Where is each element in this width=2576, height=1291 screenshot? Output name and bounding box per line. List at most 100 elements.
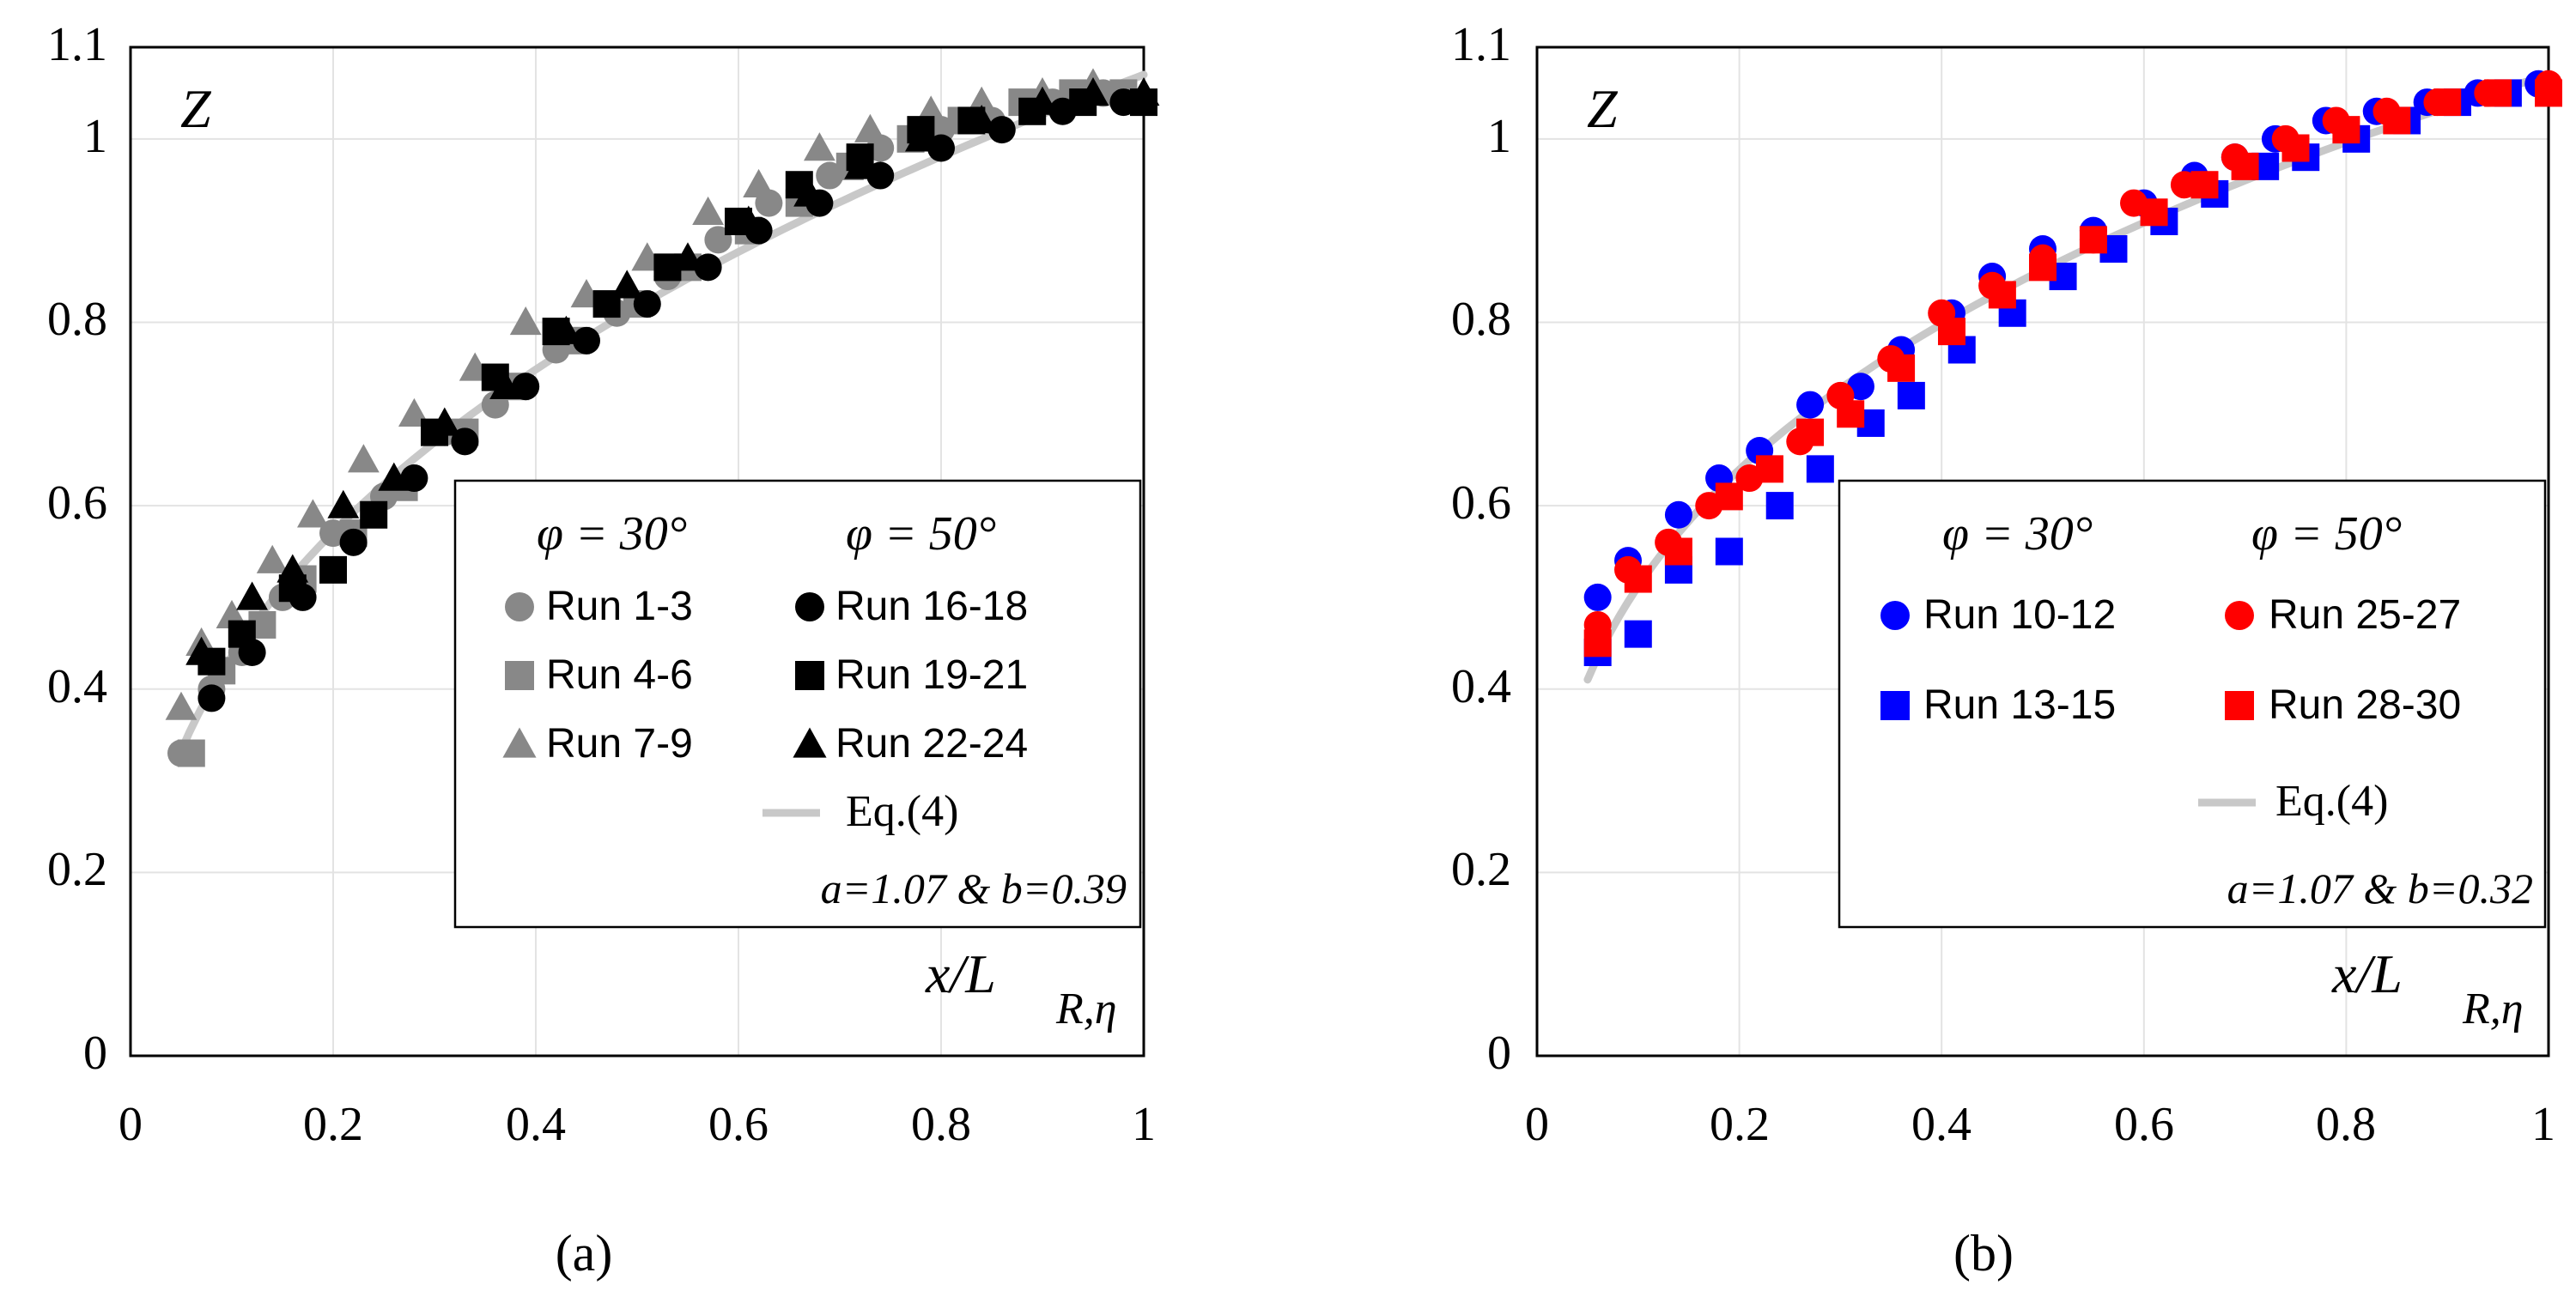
ytick-b-5: 1	[1487, 110, 1511, 163]
data-point	[2281, 134, 2310, 162]
legend-marker	[2225, 691, 2254, 720]
data-point	[694, 253, 722, 282]
data-point	[1837, 400, 1865, 428]
legend-fit-label-a: Eq.(4)	[846, 787, 958, 836]
data-point	[793, 178, 825, 207]
legend-header-a-30: φ = 30°	[537, 507, 687, 561]
data-point	[1796, 418, 1825, 446]
legend-label-run-28-30: Run 28-30	[2269, 682, 2461, 728]
data-point	[348, 444, 380, 473]
legend-header-a-50: φ = 50°	[846, 507, 996, 561]
data-point	[1796, 391, 1825, 419]
data-point	[692, 196, 724, 225]
xtick-a-3: 0.6	[708, 1098, 769, 1151]
xtick-a-5: 1	[1132, 1098, 1156, 1151]
data-point	[319, 555, 347, 584]
ylabel-a: Z	[180, 78, 212, 139]
ytick-b-4: 0.8	[1451, 293, 1511, 346]
data-point	[1664, 537, 1692, 566]
data-point	[905, 123, 937, 152]
data-point	[297, 499, 329, 528]
xtick-b-5: 1	[2531, 1098, 2555, 1151]
data-point	[2332, 116, 2360, 144]
data-point	[2029, 253, 2057, 282]
xtick-b-0: 0	[1525, 1098, 1549, 1151]
data-point	[1026, 86, 1059, 115]
legend-marker	[505, 661, 534, 690]
legend-box-b	[1838, 479, 2547, 929]
data-point	[1765, 492, 1794, 520]
legend-label-run-16-18: Run 16-18	[835, 584, 1028, 629]
data-point	[165, 691, 197, 720]
legend-marker	[505, 592, 534, 621]
data-point	[743, 168, 775, 197]
xtick-b-2: 0.4	[1911, 1098, 1971, 1151]
data-point	[844, 150, 876, 179]
ytick-a-6: 1.1	[47, 18, 107, 71]
legend-header-b-30: φ = 30°	[1942, 507, 2093, 561]
xlabel-a-sub: R,η	[1055, 985, 1117, 1033]
legend-marker	[1880, 601, 1910, 630]
data-point	[611, 270, 643, 299]
data-point	[671, 242, 704, 271]
data-point	[2484, 79, 2512, 107]
ytick-b-0: 0	[1487, 1027, 1511, 1080]
data-point	[1583, 583, 1612, 611]
legend-box-a	[453, 479, 1142, 929]
legend-marker	[1880, 691, 1910, 720]
plot-frame-a	[129, 45, 1145, 1058]
legend-label-run-10-12: Run 10-12	[1923, 592, 2116, 638]
data-point	[2079, 226, 2107, 254]
data-point	[804, 132, 835, 161]
data-point	[1583, 629, 1612, 658]
data-point	[256, 544, 289, 573]
data-point	[378, 462, 410, 491]
data-point	[185, 636, 217, 665]
data-point	[1127, 77, 1160, 106]
ytick-b-1: 0.2	[1451, 843, 1511, 896]
data-point	[400, 464, 428, 493]
ytick-a-2: 0.4	[47, 660, 107, 713]
ytick-a-0: 0	[83, 1027, 107, 1080]
data-point	[360, 500, 388, 529]
data-point	[987, 116, 1016, 144]
data-point	[1715, 482, 1743, 511]
ytick-a-5: 1	[83, 110, 107, 163]
legend-marker	[795, 592, 824, 621]
legend-marker	[793, 727, 827, 758]
data-point	[1755, 455, 1783, 483]
data-point	[550, 315, 582, 344]
data-point	[1664, 500, 1692, 529]
legend-label-run-19-21: Run 19-21	[835, 652, 1028, 698]
data-point	[276, 554, 309, 583]
plot-frame-b	[1535, 45, 2550, 1058]
xtick-a-4: 0.8	[911, 1098, 971, 1151]
xtick-b-1: 0.2	[1710, 1098, 1770, 1151]
data-point	[512, 373, 540, 401]
data-point	[1887, 354, 1916, 382]
legend-markers-b	[1880, 601, 2254, 720]
panel-a: 0 0.2 0.4 0.6 0.8 1 1.1 0 0.2 0.4 0.6 0.…	[47, 18, 1160, 1282]
xlabel-b-main: x/L	[2331, 943, 2403, 1004]
legend-markers-a	[502, 592, 827, 758]
data-point	[2231, 152, 2259, 180]
data-point	[1806, 455, 1834, 483]
data-point	[1624, 565, 1652, 593]
data-point	[1077, 77, 1109, 106]
caption-a: (a)	[556, 1225, 613, 1282]
panel-b: 0 0.2 0.4 0.6 0.8 1 1.1 0 0.2 0.4 0.6 0.…	[1451, 18, 2562, 1282]
data-point	[2535, 79, 2562, 107]
xtick-b-4: 0.8	[2316, 1098, 2376, 1151]
xtick-a-0: 0	[118, 1098, 143, 1151]
ytick-a-1: 0.2	[47, 843, 107, 896]
data-point	[228, 620, 256, 648]
points-b	[1583, 70, 2562, 666]
data-point	[2383, 106, 2411, 135]
legend-label-run-1-3: Run 1-3	[546, 584, 693, 629]
data-point	[1624, 620, 1652, 648]
data-point	[2190, 171, 2219, 199]
data-point	[327, 489, 360, 518]
data-point	[489, 370, 521, 399]
data-point	[177, 739, 205, 767]
